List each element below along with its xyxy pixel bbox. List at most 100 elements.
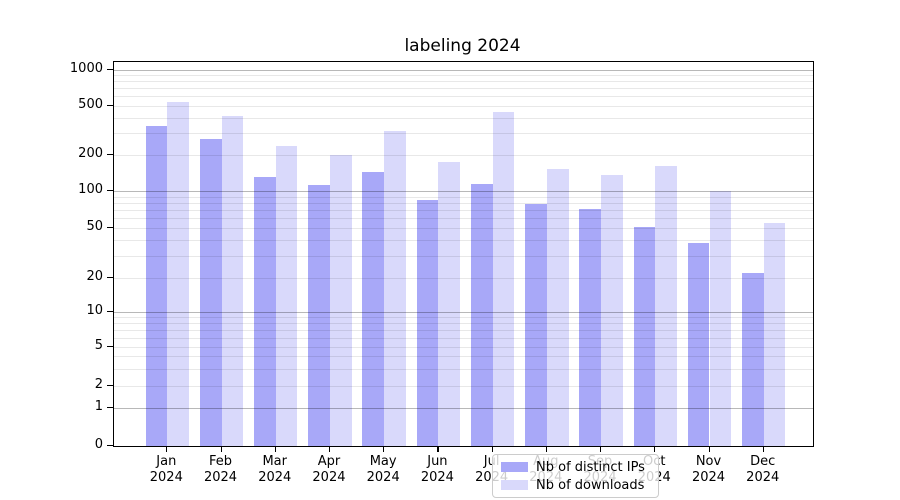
gridlines-layer [114, 62, 813, 446]
x-tick-label-mar: Mar 2024 [258, 454, 292, 485]
bar-distinct-ips-may [362, 171, 385, 446]
y-tick [107, 277, 113, 279]
bar-distinct-ips-jan [145, 126, 168, 446]
gridline-minor [114, 386, 813, 387]
y-tick-label: 100 [78, 182, 103, 197]
bar-distinct-ips-dec [742, 272, 764, 446]
gridline-minor [114, 88, 813, 90]
bar-downloads-feb [221, 115, 244, 446]
y-tick-label: 1 [94, 399, 103, 414]
gridline-minor [114, 228, 813, 229]
x-tick-label-apr: Apr 2024 [312, 454, 346, 485]
x-tick-label-jun: Jun 2024 [420, 454, 454, 485]
bar-downloads-may [384, 131, 406, 446]
x-tick [545, 446, 548, 452]
bar-distinct-ips-feb [199, 138, 222, 446]
bar-distinct-ips-oct [633, 226, 656, 446]
y-tick [107, 190, 113, 192]
x-tick-label-feb: Feb 2024 [203, 454, 238, 485]
y-tick [107, 346, 113, 348]
gridline-major [114, 312, 813, 313]
x-tick [654, 446, 656, 452]
bar-distinct-ips-aug [525, 204, 547, 446]
x-tick [600, 446, 602, 452]
gridline-minor [114, 81, 813, 83]
y-tick-label: 20 [86, 269, 103, 284]
legend-swatch-distinct-ips [501, 462, 528, 472]
x-tick [166, 446, 168, 452]
gridline-minor [114, 368, 813, 370]
y-tick-label: 500 [78, 96, 103, 112]
gridline-minor [114, 330, 813, 331]
gridline-minor [114, 105, 813, 107]
y-tick-label: 1000 [69, 60, 103, 76]
y-tick [107, 104, 113, 106]
legend: Nb of distinct IPs Nb of downloads [492, 454, 659, 498]
gridline-minor [114, 337, 813, 339]
bar-distinct-ips-jun [416, 199, 439, 446]
x-tick [383, 446, 385, 452]
legend-label-distinct-ips: Nb of distinct IPs [536, 459, 645, 475]
y-tick-label: 2 [94, 377, 103, 392]
gridline-minor [114, 240, 813, 242]
y-tick [107, 68, 113, 70]
y-tick [107, 407, 113, 409]
y-tick [107, 385, 113, 387]
x-tick [491, 446, 493, 452]
x-tick-label-may: May 2024 [366, 454, 400, 485]
bar-distinct-ips-nov [687, 242, 710, 446]
x-tick-label-dec: Dec 2024 [746, 454, 780, 485]
gridline-minor [114, 210, 813, 212]
gridline-minor [114, 317, 813, 319]
y-tick [107, 311, 113, 313]
gridline-minor [114, 74, 813, 76]
x-tick [274, 446, 276, 452]
y-tick-label: 10 [86, 303, 103, 318]
y-tick-label: 5 [94, 338, 103, 353]
gridline-major [114, 408, 813, 409]
y-tick [107, 227, 113, 229]
bar-distinct-ips-apr [308, 185, 330, 446]
bar-downloads-aug [546, 169, 569, 446]
y-tick-label: 50 [86, 219, 103, 234]
y-tick [107, 445, 113, 447]
x-tick [328, 446, 331, 452]
gridline-major [114, 69, 813, 71]
gridline-minor [114, 133, 813, 135]
gridline-minor [114, 347, 813, 348]
bar-downloads-jul [492, 111, 515, 446]
plot-area: Nb of distinct IPs Nb of downloads [113, 61, 814, 498]
bar-distinct-ips-mar [254, 177, 276, 446]
gridline-minor [114, 218, 813, 220]
bar-downloads-sep [601, 174, 623, 446]
bar-downloads-jun [438, 161, 461, 446]
chart-title: labeling 2024 [404, 36, 521, 56]
gridline-minor [114, 323, 813, 325]
x-tick [437, 446, 439, 452]
bar-downloads-nov [709, 191, 732, 446]
legend-entry-downloads: Nb of downloads [501, 478, 650, 493]
gridline-minor [114, 155, 813, 156]
legend-label-downloads: Nb of downloads [536, 477, 645, 493]
bar-downloads-oct [655, 165, 677, 446]
gridline-minor [114, 202, 813, 204]
legend-entry-distinct-ips: Nb of distinct IPs [501, 460, 650, 475]
x-tick-label-jan: Jan 2024 [149, 454, 183, 485]
gridline-minor [114, 196, 813, 198]
y-tick-label: 200 [78, 146, 103, 161]
bar-downloads-jan [167, 101, 189, 446]
y-tick-label: 0 [94, 437, 103, 452]
gridline-major [114, 191, 813, 192]
gridline-minor [114, 117, 813, 119]
bars-layer [114, 62, 813, 446]
x-tick-label-nov: Nov 2024 [691, 454, 726, 485]
x-tick [708, 446, 710, 452]
bar-downloads-mar [275, 146, 298, 446]
gridline-minor [114, 356, 813, 358]
legend-swatch-downloads [501, 480, 528, 490]
gridline-minor [114, 278, 813, 279]
gridline-minor [114, 255, 813, 257]
x-tick [220, 446, 222, 452]
y-tick [107, 154, 113, 156]
